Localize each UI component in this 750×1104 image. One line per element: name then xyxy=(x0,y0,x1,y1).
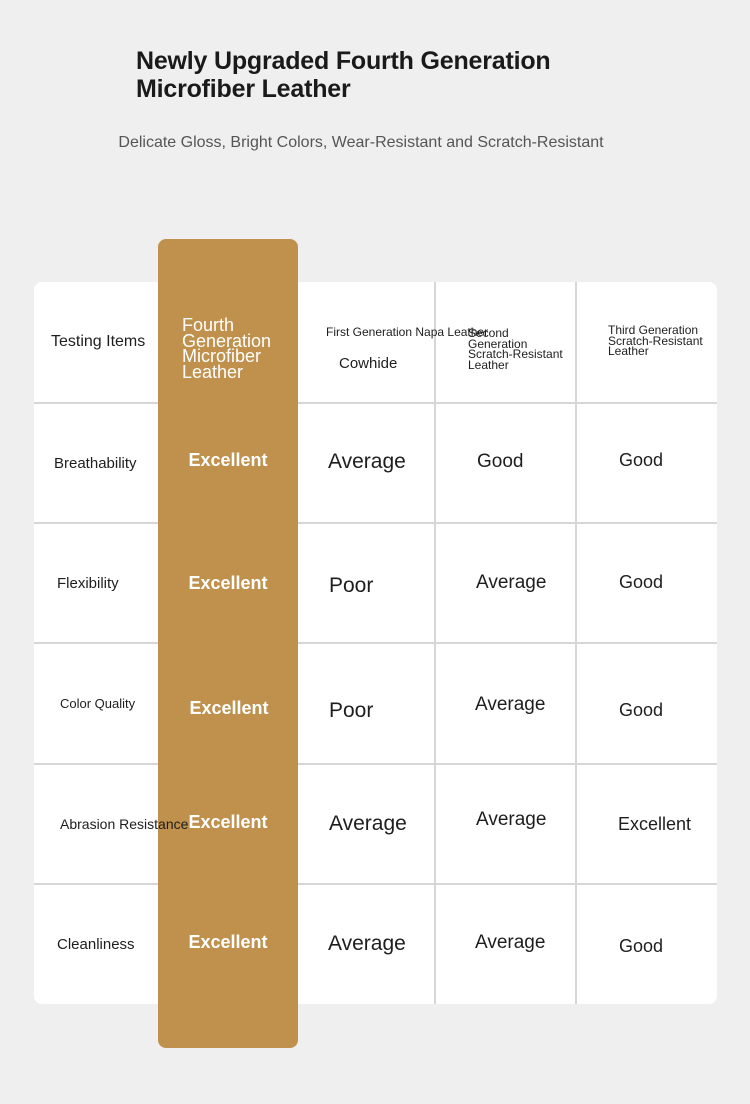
third-gen-value: Good xyxy=(619,566,663,598)
page-title: Newly Upgraded Fourth Generation Microfi… xyxy=(136,47,616,103)
third-gen-value: Excellent xyxy=(618,808,691,840)
row-item-label: Flexibility xyxy=(57,524,119,642)
second-gen-value: Average xyxy=(476,567,546,599)
first-gen-value: Average xyxy=(329,806,407,842)
second-gen-value: Average xyxy=(475,689,545,721)
row-divider xyxy=(34,522,717,524)
first-gen-value: Average xyxy=(328,444,406,480)
row-item-label: Breathability xyxy=(54,404,137,522)
header-cowhide: Cowhide xyxy=(339,352,397,374)
fourth-gen-value: Excellent xyxy=(159,688,299,728)
fourth-gen-value: Excellent xyxy=(158,440,298,480)
second-gen-value: Average xyxy=(475,927,545,959)
row-item-label: Color Quality xyxy=(60,644,135,763)
third-gen-value: Good xyxy=(619,444,663,476)
header-second-generation: Second Generation Scratch-Resistant Leat… xyxy=(468,328,568,370)
fourth-gen-value: Excellent xyxy=(158,922,298,962)
first-gen-value: Poor xyxy=(329,568,373,604)
first-gen-value: Poor xyxy=(329,693,373,729)
second-gen-value: Good xyxy=(477,446,523,478)
row-divider xyxy=(34,883,717,885)
third-gen-value: Good xyxy=(619,694,663,726)
page-subtitle: Delicate Gloss, Bright Colors, Wear-Resi… xyxy=(0,134,722,152)
row-item-label: Cleanliness xyxy=(57,885,135,1004)
first-gen-value: Average xyxy=(328,926,406,962)
third-gen-value: Good xyxy=(619,930,663,962)
row-divider xyxy=(34,642,717,644)
fourth-gen-value: Excellent xyxy=(158,802,298,842)
header-testing-items: Testing Items xyxy=(51,282,145,402)
header-third-generation: Third Generation Scratch-Resistant Leath… xyxy=(608,325,708,357)
fourth-gen-value: Excellent xyxy=(158,563,298,603)
second-gen-value: Average xyxy=(476,804,546,836)
header-first-generation: First Generation Napa Leather xyxy=(326,327,488,338)
header-fourth-generation: Fourth Generation Microfiber Leather xyxy=(182,318,292,380)
